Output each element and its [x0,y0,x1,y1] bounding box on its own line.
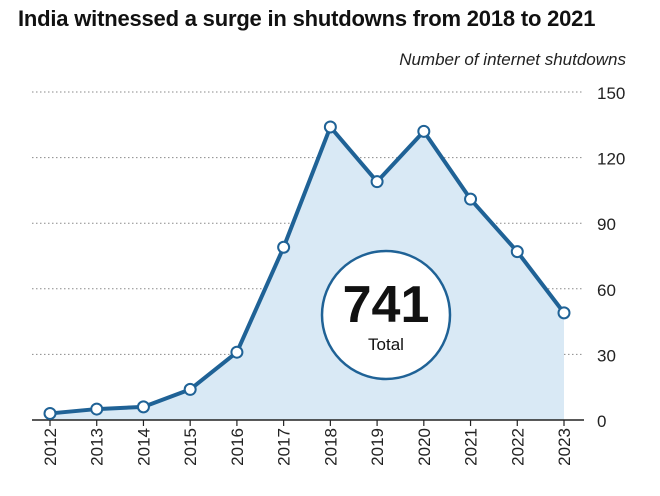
data-point-2012 [43,406,57,420]
data-point-2015 [183,382,197,396]
y-tick-labels: 0 30 60 90 120 150 [597,84,625,431]
x-tick-2023: 2023 [555,428,574,466]
x-tick-2015: 2015 [181,428,200,466]
x-tick-2013: 2013 [88,428,107,466]
data-point-2013 [90,402,104,416]
x-tick-2016: 2016 [228,428,247,466]
chart-title: India witnessed a surge in shutdowns fro… [18,6,596,31]
data-point-2020 [417,124,431,138]
data-points [43,120,571,420]
y-tick-60: 60 [597,281,616,300]
total-circle [320,249,452,381]
total-label: Total [368,335,404,354]
x-tick-2012: 2012 [41,428,60,466]
area-fill [50,126,564,420]
x-tick-2019: 2019 [368,428,387,466]
data-point-2016 [230,345,244,359]
x-tick-2018: 2018 [321,428,340,466]
data-point-2019 [370,175,384,189]
x-tick-2021: 2021 [462,428,481,466]
y-tick-90: 90 [597,215,616,234]
x-tick-2014: 2014 [134,428,153,466]
x-tick-2020: 2020 [415,428,434,466]
data-point-2014 [136,400,150,414]
y-tick-0: 0 [597,412,606,431]
chart-subtitle: Number of internet shutdowns [399,50,626,69]
total-value: 741 [343,276,430,334]
data-point-2018 [323,120,337,134]
data-point-2022 [510,245,524,259]
data-point-2023 [557,306,571,320]
x-tick-2022: 2022 [508,428,527,466]
total-annotation: 741 Total [320,249,452,381]
x-tick-2017: 2017 [275,428,294,466]
x-tick-labels: 2012 2013 2014 2015 2016 2017 2018 2019 2020 2021… [41,420,574,466]
data-point-2021 [464,192,478,206]
y-tick-150: 150 [597,84,625,103]
series-line [49,124,566,416]
y-tick-120: 120 [597,150,625,169]
data-point-2017 [277,240,291,254]
y-tick-30: 30 [597,346,616,365]
